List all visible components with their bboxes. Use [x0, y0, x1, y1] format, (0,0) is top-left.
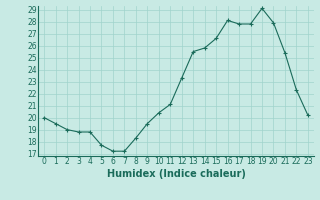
X-axis label: Humidex (Indice chaleur): Humidex (Indice chaleur)	[107, 169, 245, 179]
